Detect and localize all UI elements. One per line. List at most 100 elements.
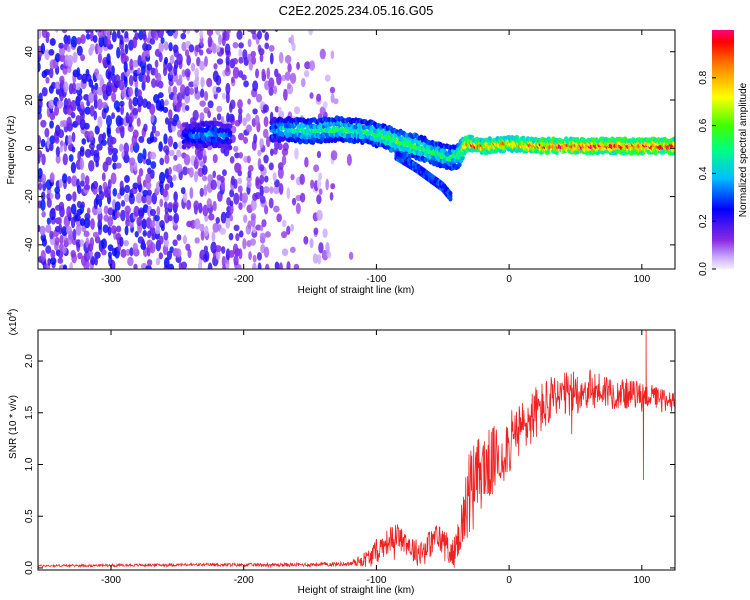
- heatmap-cell: [62, 153, 68, 166]
- heatmap-cell: [67, 34, 71, 45]
- heatmap-cell: [229, 214, 234, 222]
- heatmap-cell: [88, 160, 95, 172]
- heatmap-cell: [120, 47, 125, 59]
- heatmap-cell: [70, 100, 77, 112]
- heatmap-cell: [295, 202, 301, 215]
- heatmap-cell: [136, 216, 143, 227]
- heatmap-cell: [200, 229, 205, 241]
- heatmap-cell: [40, 199, 46, 211]
- heatmap-cell: [55, 146, 61, 157]
- heatmap-cell: [263, 204, 269, 215]
- heatmap-cell: [229, 203, 234, 215]
- heatmap-cell: [48, 67, 54, 79]
- snr-multiplier: (x104): [7, 309, 19, 336]
- heatmap-cell: [222, 169, 227, 177]
- heatmap-cell: [164, 153, 170, 165]
- heatmap-cell: [41, 211, 46, 218]
- heatmap-cell: [263, 154, 269, 164]
- heatmap-cell: [54, 191, 61, 200]
- heatmap-cell: [324, 74, 331, 82]
- heatmap-cell: [61, 120, 68, 128]
- heatmap-cell: [208, 213, 215, 221]
- heatmap-cell: [149, 242, 156, 254]
- heatmap-cell: [252, 262, 257, 269]
- heatmap-cell: [80, 34, 86, 45]
- heatmap-cell: [162, 106, 169, 113]
- heatmap-cell: [228, 249, 235, 258]
- heatmap-cell: [158, 171, 166, 184]
- heatmap-cell: [264, 263, 270, 269]
- heatmap-cell: [44, 127, 50, 138]
- heatmap-cell: [204, 225, 209, 237]
- heatmap-cell: [242, 238, 247, 250]
- heatmap-cell: [89, 30, 94, 34]
- heatmap-cell: [187, 248, 192, 259]
- heatmap-cell: [242, 49, 248, 60]
- heatmap-cell: [330, 50, 335, 60]
- heatmap-cell: [124, 193, 130, 203]
- heatmap-cell: [282, 142, 289, 152]
- heatmap-cell: [163, 133, 168, 145]
- snr-ylabel: SNR (10 * v/v): [8, 395, 19, 459]
- heatmap-cell: [179, 84, 186, 96]
- y-tick-label: 0.5: [24, 509, 35, 523]
- heatmap-cell: [318, 172, 323, 181]
- heatmap-cell: [45, 31, 50, 38]
- heatmap-cell: [46, 217, 52, 225]
- heatmap-cell: [150, 113, 155, 123]
- heatmap-cell: [93, 92, 98, 104]
- heatmap-cell: [274, 105, 280, 113]
- heatmap-cell: [132, 59, 139, 68]
- heatmap-cell: [118, 79, 125, 91]
- heatmap-cell: [89, 105, 95, 117]
- heatmap-cell: [158, 141, 163, 152]
- x-tick-label: 100: [633, 274, 650, 285]
- heatmap-cell: [164, 201, 168, 210]
- heatmap-cell: [243, 136, 249, 144]
- heatmap-cell: [70, 161, 77, 174]
- heatmap-cell: [106, 81, 113, 93]
- heatmap-cell: [40, 139, 46, 148]
- heatmap-cell: [98, 198, 103, 208]
- heatmap-cell: [54, 236, 60, 246]
- signal-trace: [181, 115, 675, 202]
- heatmap-cell: [193, 170, 199, 183]
- heatmap-cell: [186, 199, 192, 210]
- heatmap-cell: [255, 93, 263, 103]
- heatmap-cell: [58, 201, 65, 211]
- heatmap-cell: [176, 120, 182, 129]
- heatmap-cell: [277, 167, 284, 179]
- heatmap-cell: [67, 98, 72, 110]
- heatmap-cell: [84, 175, 90, 186]
- heatmap-cell: [210, 241, 217, 254]
- heatmap-cell: [61, 173, 68, 184]
- heatmap-cell: [199, 112, 205, 121]
- heatmap-cell: [254, 191, 261, 200]
- heatmap-cell: [43, 30, 46, 31]
- heatmap-cell: [57, 249, 64, 259]
- heatmap-cell: [274, 261, 280, 269]
- heatmap-cell: [186, 54, 192, 66]
- heatmap-cell: [172, 44, 179, 54]
- heatmap-cell: [136, 67, 141, 75]
- heatmap-cell: [219, 227, 227, 235]
- heatmap-cell: [84, 122, 90, 130]
- heatmap-cell: [287, 82, 292, 90]
- heatmap-cell: [85, 68, 90, 77]
- heatmap-cell: [218, 34, 223, 46]
- heatmap-cell: [277, 143, 283, 151]
- heatmap-cell: [110, 225, 117, 234]
- heatmap-cell: [41, 86, 48, 97]
- heatmap-cell: [346, 154, 352, 166]
- heatmap-cell: [160, 37, 165, 44]
- heatmap-cell: [199, 187, 205, 197]
- heatmap-cell: [252, 108, 258, 115]
- heatmap-cell: [63, 34, 69, 45]
- heatmap-cell: [221, 246, 226, 254]
- heatmap-cell: [40, 119, 47, 128]
- heatmap-cell: [149, 208, 157, 217]
- y-tick-label: 0.0: [24, 561, 35, 575]
- heatmap-cell: [133, 161, 138, 172]
- heatmap-cell: [272, 172, 277, 182]
